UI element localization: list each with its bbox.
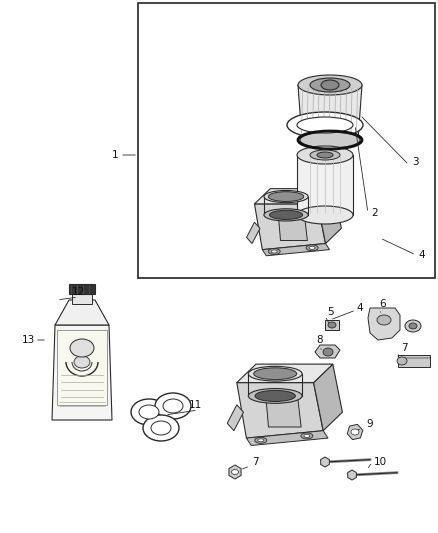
Ellipse shape: [248, 366, 302, 381]
Ellipse shape: [301, 433, 313, 439]
Ellipse shape: [139, 405, 159, 419]
Ellipse shape: [298, 75, 362, 95]
Polygon shape: [278, 213, 307, 240]
Ellipse shape: [300, 132, 360, 148]
Ellipse shape: [409, 323, 417, 329]
Bar: [57, 330, 107, 405]
Bar: [398, 357, 430, 359]
Polygon shape: [325, 320, 339, 330]
Text: 4: 4: [357, 303, 363, 313]
Polygon shape: [298, 85, 362, 140]
Polygon shape: [237, 364, 333, 383]
Ellipse shape: [317, 152, 333, 158]
Ellipse shape: [397, 357, 407, 365]
Ellipse shape: [328, 322, 336, 328]
Ellipse shape: [321, 80, 339, 90]
Text: 5: 5: [327, 307, 333, 317]
Polygon shape: [315, 345, 340, 358]
Ellipse shape: [268, 192, 304, 201]
Ellipse shape: [377, 315, 391, 325]
Ellipse shape: [304, 434, 310, 438]
Ellipse shape: [151, 421, 171, 435]
Text: 10: 10: [374, 457, 387, 467]
Text: 11: 11: [188, 400, 201, 410]
Polygon shape: [247, 222, 260, 244]
Polygon shape: [254, 189, 333, 204]
Ellipse shape: [255, 390, 295, 401]
Text: 2: 2: [372, 208, 378, 218]
Ellipse shape: [297, 206, 353, 224]
Ellipse shape: [268, 248, 280, 254]
Bar: [297, 155, 353, 215]
Text: 6: 6: [380, 299, 386, 309]
Ellipse shape: [248, 389, 302, 403]
Polygon shape: [227, 405, 244, 431]
Polygon shape: [55, 300, 109, 325]
Text: 7: 7: [252, 457, 258, 467]
Ellipse shape: [255, 437, 267, 443]
Text: 12: 12: [71, 287, 85, 297]
Bar: [69, 284, 95, 294]
Ellipse shape: [163, 399, 183, 413]
Text: 7: 7: [401, 343, 407, 353]
Polygon shape: [314, 364, 343, 431]
Polygon shape: [318, 189, 341, 244]
Ellipse shape: [74, 356, 90, 368]
Polygon shape: [265, 394, 301, 427]
Text: 9: 9: [367, 419, 373, 429]
Ellipse shape: [297, 117, 353, 133]
Polygon shape: [262, 244, 329, 256]
Text: 4: 4: [419, 250, 425, 260]
Text: 1: 1: [112, 150, 118, 160]
Ellipse shape: [310, 78, 350, 92]
Ellipse shape: [287, 112, 363, 138]
Ellipse shape: [143, 415, 179, 441]
Ellipse shape: [155, 393, 191, 419]
Ellipse shape: [269, 211, 303, 220]
Ellipse shape: [131, 399, 167, 425]
Text: 3: 3: [412, 157, 418, 167]
Ellipse shape: [309, 246, 315, 249]
Polygon shape: [52, 325, 112, 420]
Bar: [398, 355, 430, 367]
Text: 8: 8: [317, 335, 323, 345]
Text: 13: 13: [21, 335, 35, 345]
Polygon shape: [254, 204, 325, 249]
Polygon shape: [237, 383, 323, 438]
Ellipse shape: [70, 339, 94, 357]
Ellipse shape: [351, 429, 359, 435]
Polygon shape: [247, 431, 328, 446]
Ellipse shape: [323, 348, 333, 356]
Ellipse shape: [264, 209, 308, 221]
Bar: [138, 3, 435, 278]
Ellipse shape: [306, 245, 318, 251]
Ellipse shape: [271, 250, 277, 253]
Bar: [72, 292, 92, 304]
Ellipse shape: [264, 190, 308, 203]
Ellipse shape: [254, 368, 297, 379]
Ellipse shape: [310, 150, 340, 160]
Ellipse shape: [297, 146, 353, 164]
Ellipse shape: [258, 439, 264, 442]
Ellipse shape: [232, 470, 239, 474]
Polygon shape: [368, 308, 400, 340]
Ellipse shape: [405, 320, 421, 332]
